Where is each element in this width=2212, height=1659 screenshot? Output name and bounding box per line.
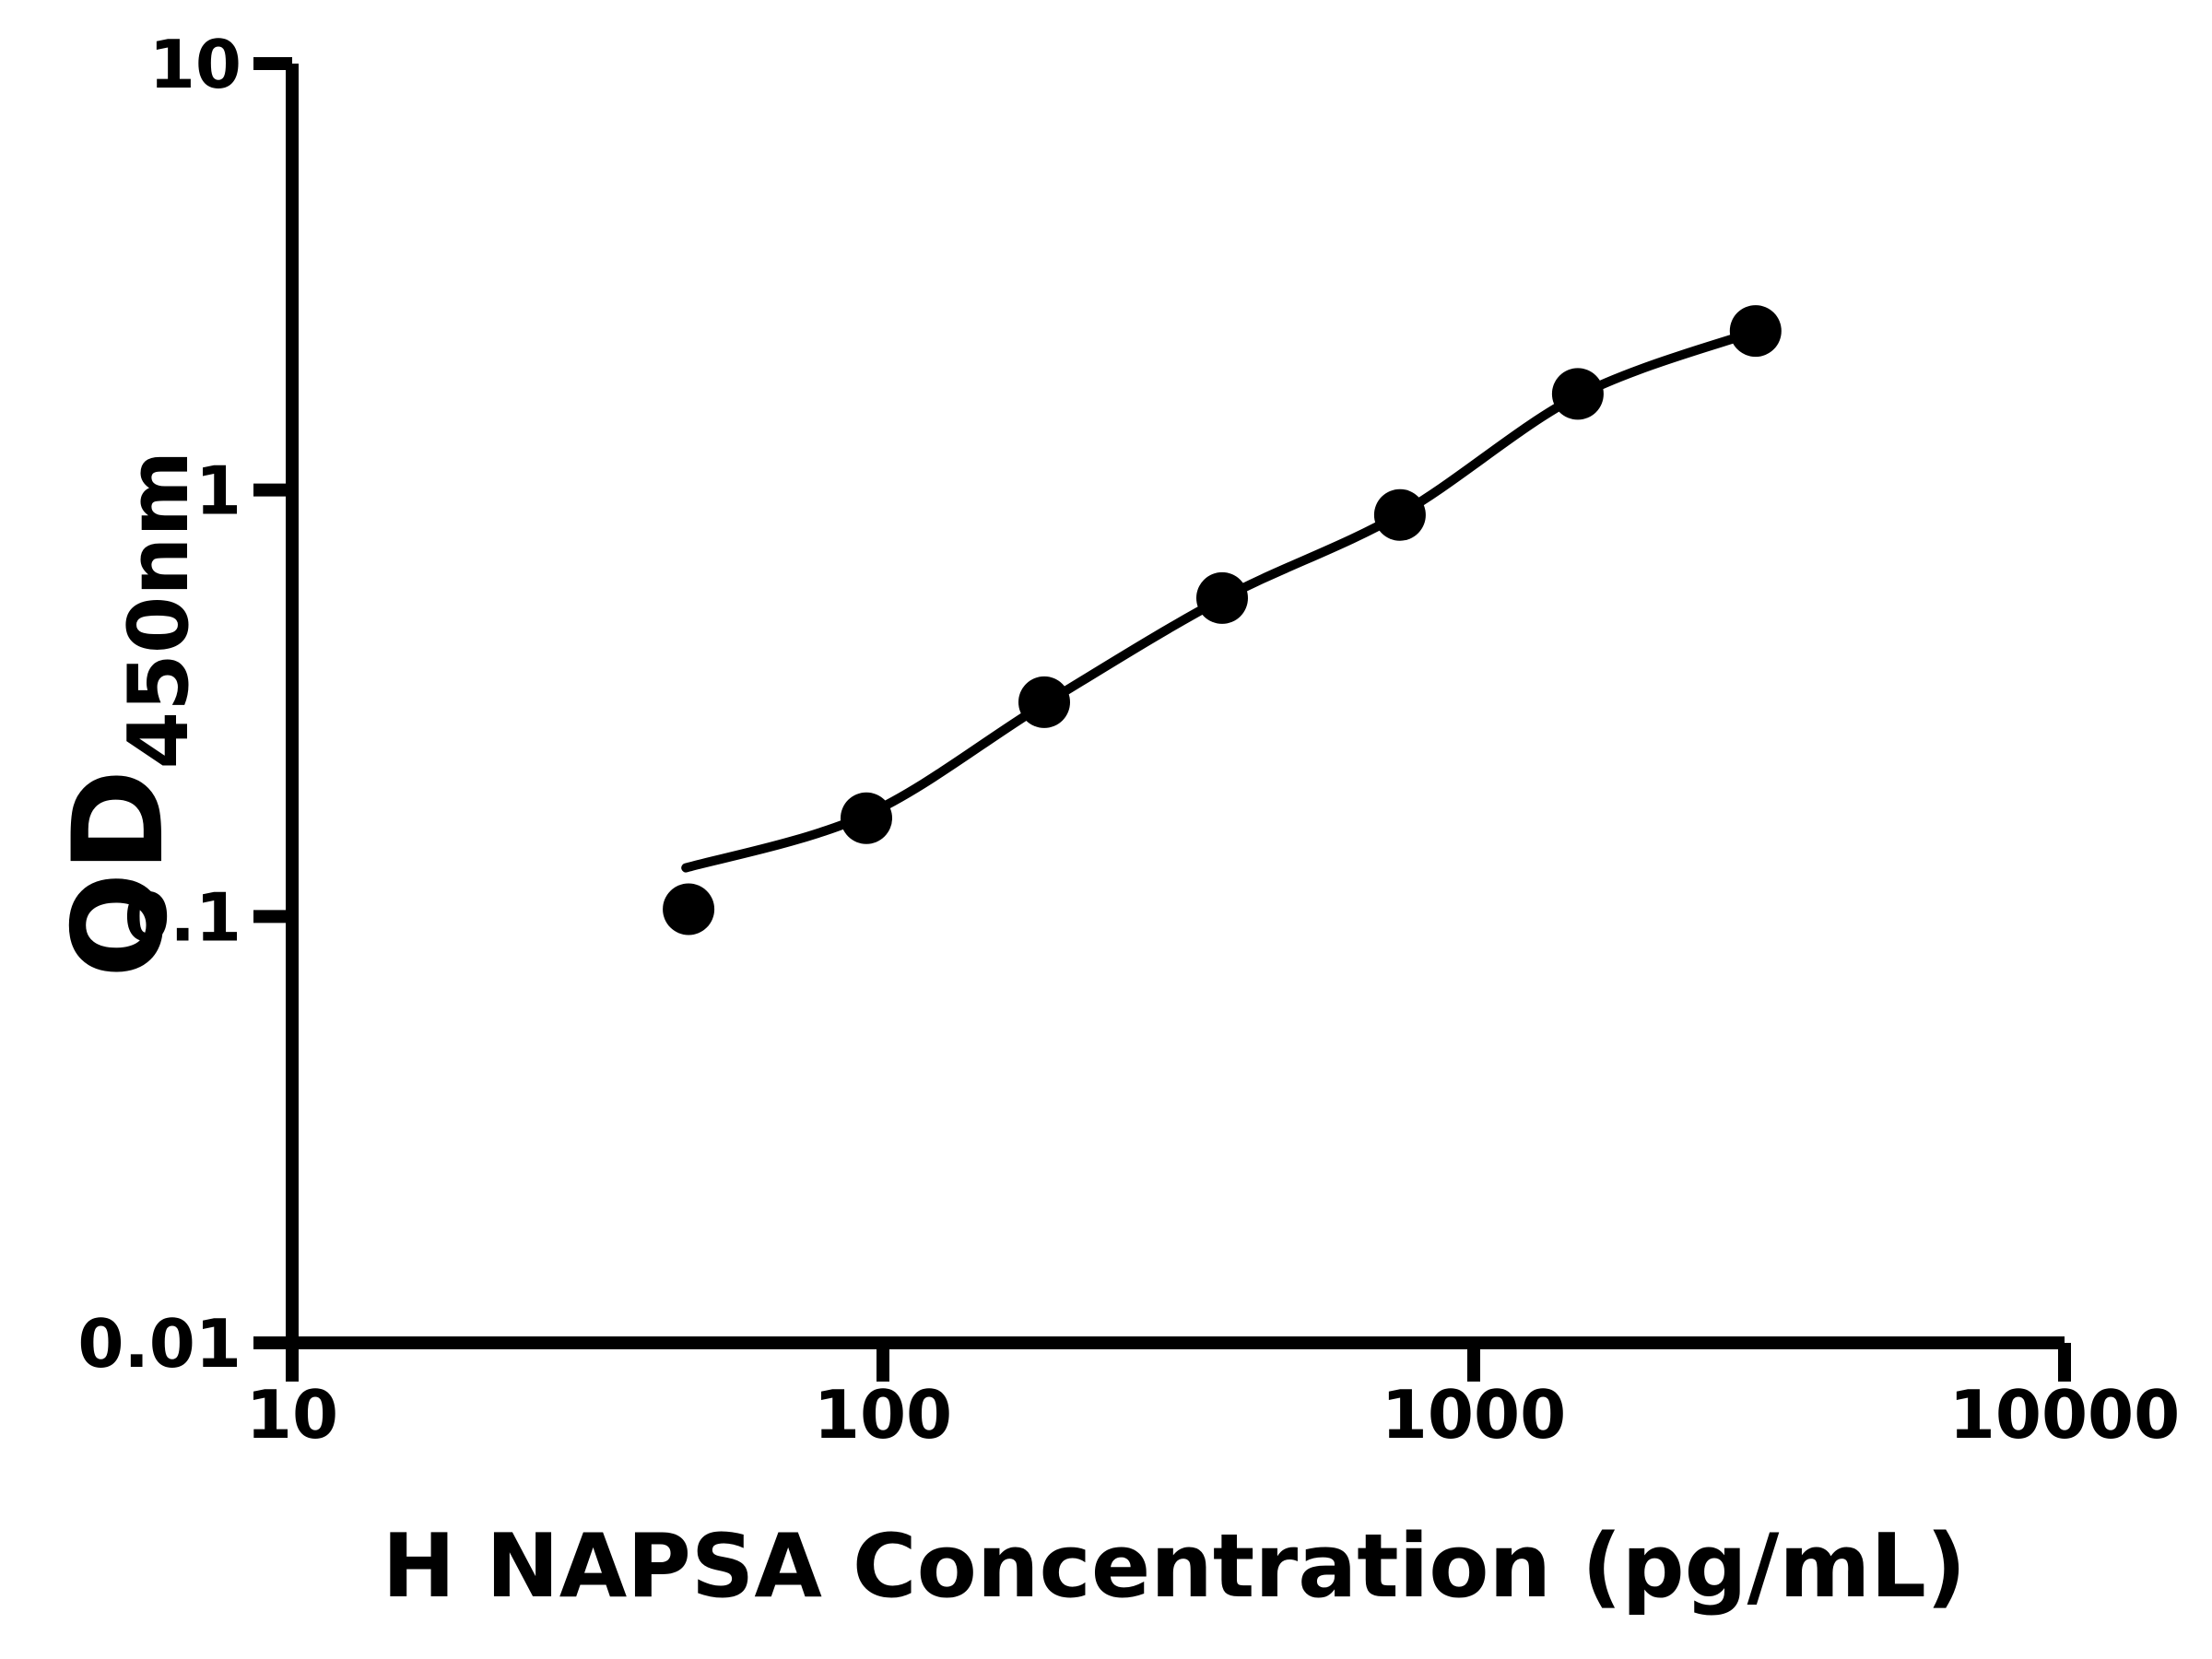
x-axis-title: H NAPSA Concentration (pg/mL) [382,1516,1967,1618]
y-axis-title: OD450nm [46,451,207,979]
x-tick-label: 100 [814,1376,952,1453]
data-point-marker [1373,488,1426,541]
data-point-marker [1018,676,1070,728]
axes [286,64,2065,1349]
y-axis-tick-labels: 0.01 0.1 1 10 [77,26,241,1382]
data-point-marker [841,792,892,844]
x-axis-ticks [286,1343,2071,1382]
y-tick-label: 0.1 [124,878,241,956]
y-tick-label: 0.01 [77,1305,241,1382]
data-point-marker [1551,368,1604,420]
y-axis-ticks [253,57,292,1349]
data-point-marker [663,883,715,935]
data-point-marker [1729,305,1782,358]
y-tick-label: 1 [195,453,241,530]
axis-spine [286,64,2065,1349]
y-tick-label: 10 [149,26,241,103]
x-tick-label: 10 [246,1376,338,1453]
y-axis-title-main: OD [46,769,191,978]
x-tick-label: 10000 [1949,1376,2181,1453]
x-tick-label: 1000 [1382,1376,1566,1453]
data-points [663,305,1782,935]
x-axis-tick-labels: 10 100 1000 10000 [246,1376,2180,1453]
y-axis-title-subscript: 450nm [111,451,207,770]
data-point-marker [1196,571,1248,624]
